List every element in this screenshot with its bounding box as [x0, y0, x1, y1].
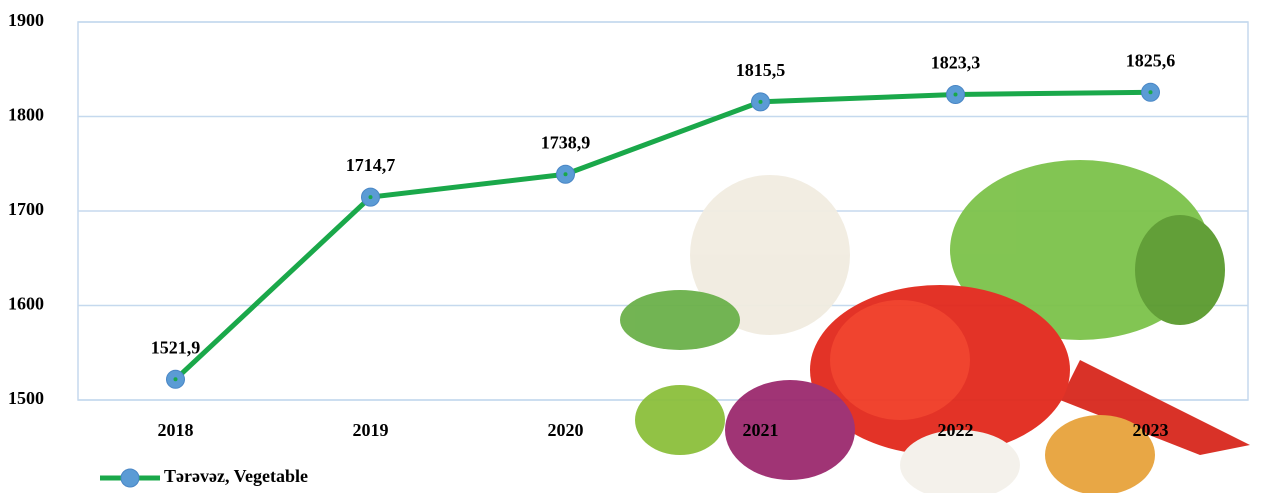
- x-tick-label: 2018: [158, 420, 194, 440]
- x-tick-label: 2020: [548, 420, 584, 440]
- garlic-2: [900, 430, 1020, 493]
- vegetable-illustration: [620, 160, 1250, 493]
- leaf: [620, 290, 740, 350]
- data-label: 1714,7: [346, 155, 396, 175]
- point-dot: [563, 172, 568, 177]
- point-dot: [173, 377, 178, 382]
- y-tick-label: 1700: [8, 199, 44, 219]
- y-tick-label: 1800: [8, 105, 44, 125]
- onion: [725, 380, 855, 480]
- point-dot: [368, 195, 373, 200]
- x-tick-label: 2021: [743, 420, 779, 440]
- series-layer: 1500 1600 1700 1800 1900 2018 2019 2020 2021 2022…: [8, 10, 1176, 488]
- onion-2: [1045, 415, 1155, 493]
- point-dot: [953, 92, 958, 97]
- x-tick-label: 2022: [938, 420, 974, 440]
- data-label: 1738,9: [541, 132, 591, 152]
- x-tick-label: 2019: [353, 420, 389, 440]
- point-dot: [758, 99, 763, 104]
- series-line: [173, 89, 1151, 382]
- chili: [1060, 360, 1250, 455]
- data-label: 1825,6: [1126, 50, 1176, 70]
- broccoli: [1135, 215, 1225, 325]
- y-tick-label: 1900: [8, 10, 44, 30]
- squash: [635, 385, 725, 455]
- data-label: 1815,5: [736, 60, 786, 80]
- data-label: 1521,9: [151, 337, 201, 357]
- tomato-2: [830, 300, 970, 420]
- y-tick-label: 1600: [8, 294, 44, 314]
- data-label: 1823,3: [931, 53, 981, 73]
- point-dot: [1148, 90, 1153, 95]
- legend-label: Tərəvəz, Vegetable: [164, 466, 308, 486]
- garlic: [690, 175, 850, 335]
- y-tick-label: 1500: [8, 388, 44, 408]
- legend-marker: [120, 468, 140, 488]
- x-tick-label: 2023: [1133, 420, 1169, 440]
